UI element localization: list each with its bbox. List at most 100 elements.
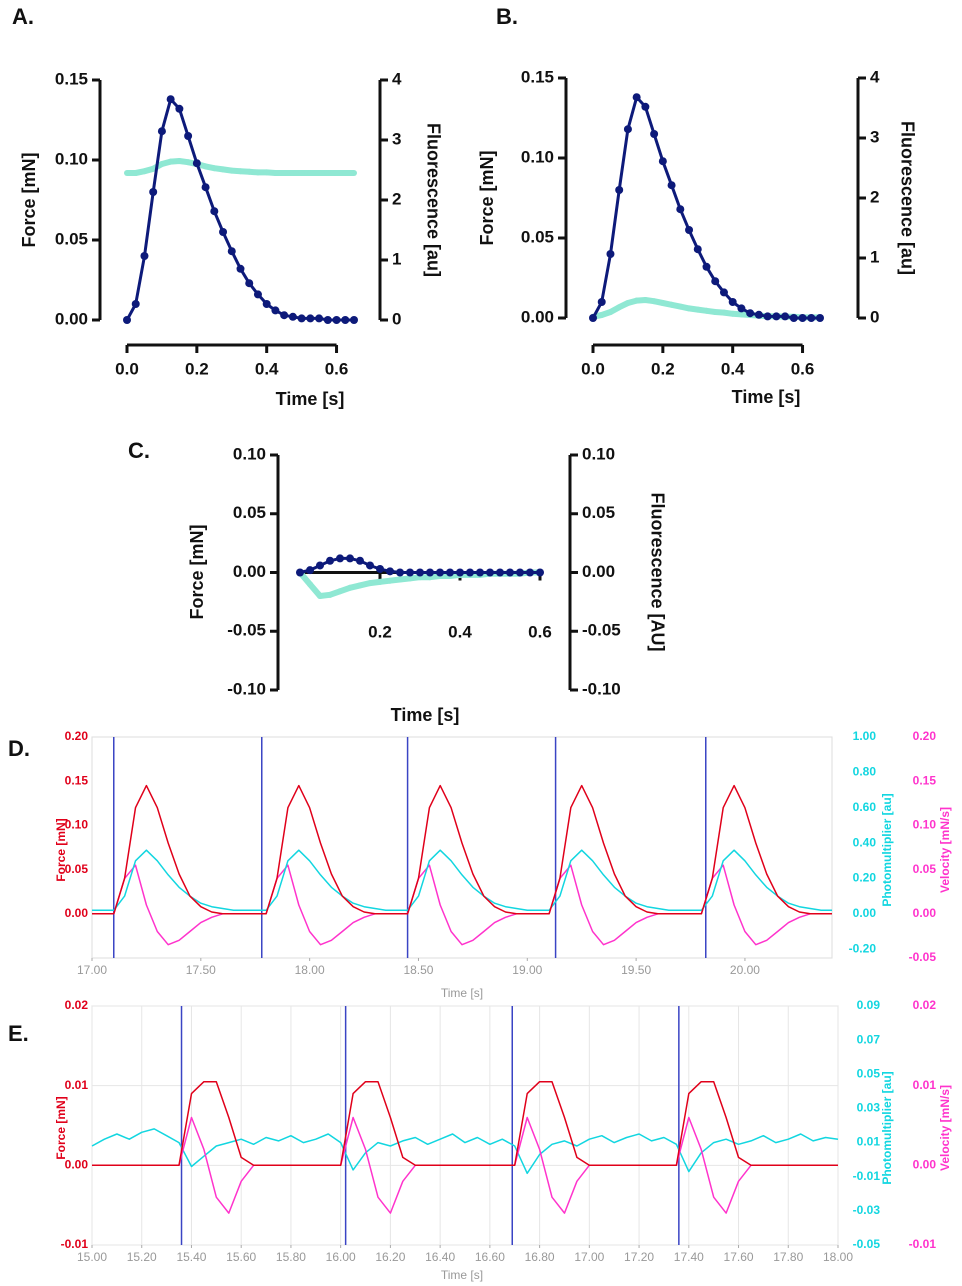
panel-letter: C.	[128, 438, 150, 463]
data-point	[342, 170, 349, 176]
y-tick-label: 0.10	[65, 818, 89, 832]
series-line	[92, 864, 832, 946]
data-point	[486, 568, 494, 577]
y-tick-label: 0.00	[233, 562, 266, 581]
y2-tick-label: 0.05	[582, 503, 615, 522]
panel-letter: A.	[12, 4, 34, 29]
data-point	[341, 316, 350, 324]
y3-axis-title: Velocity [mN/s]	[938, 807, 952, 893]
data-point	[798, 314, 807, 322]
data-point	[307, 581, 313, 588]
plot-frame	[91, 1005, 839, 1246]
panel-letter: D.	[8, 736, 30, 761]
series-line	[92, 849, 832, 912]
x-tick-label: 16.20	[375, 1250, 405, 1264]
data-point	[456, 568, 464, 577]
y-tick-label: 0.00	[521, 307, 554, 326]
data-point	[157, 127, 166, 136]
y2-tick-label: 0.09	[857, 998, 881, 1012]
data-point	[253, 290, 262, 299]
data-point	[720, 309, 727, 316]
x-tick-label: 19.50	[621, 963, 651, 977]
data-point	[633, 297, 640, 304]
y2-tick-label: 0.20	[853, 871, 877, 885]
data-point	[271, 306, 280, 315]
data-point	[737, 304, 746, 313]
y2-tick-label: 0.80	[853, 765, 877, 779]
data-point	[297, 314, 306, 323]
data-point	[316, 561, 324, 570]
x-tick-label: 0.4	[448, 622, 472, 641]
y-axis-title: Force [mN]	[19, 152, 39, 247]
data-point	[306, 566, 314, 575]
data-point	[496, 568, 504, 577]
data-point	[506, 568, 514, 577]
panel-letter: E.	[8, 1021, 29, 1046]
y-tick-label: 0.15	[65, 773, 89, 787]
data-point	[337, 588, 343, 595]
data-point	[526, 568, 534, 577]
y2-axis-title: Fluorescence [AU]	[647, 492, 667, 651]
data-point	[659, 300, 666, 306]
y-tick-label: 0.00	[65, 906, 89, 920]
data-point	[789, 314, 798, 322]
data-point	[623, 125, 632, 134]
data-point	[632, 93, 641, 102]
y-tick-label: 0.01	[65, 1078, 89, 1092]
y2-tick-label: 2	[392, 189, 401, 208]
data-point	[702, 262, 711, 271]
x-tick-label: 18.00	[295, 963, 325, 977]
data-point	[426, 568, 434, 577]
data-point	[676, 205, 685, 214]
y3-tick-label: 0.00	[913, 1158, 937, 1172]
data-point	[703, 307, 710, 314]
data-point	[589, 314, 597, 322]
data-point	[350, 316, 358, 324]
data-point	[317, 593, 323, 599]
data-point	[289, 170, 296, 176]
y2-tick-label: 0.40	[853, 835, 877, 849]
data-point	[367, 580, 373, 587]
y3-tick-label: 0.05	[913, 862, 937, 876]
data-point	[202, 163, 209, 170]
data-point	[228, 167, 235, 174]
data-point	[397, 576, 403, 583]
y-tick-label: 0.15	[521, 67, 554, 86]
plot-frame	[91, 736, 833, 959]
data-point	[754, 310, 763, 319]
x-tick-label: 15.60	[226, 1250, 256, 1264]
data-point	[536, 568, 544, 577]
x-tick-label: 0.6	[325, 359, 349, 378]
y-tick-label: 0.05	[55, 229, 88, 248]
data-point	[149, 188, 158, 196]
data-point	[246, 168, 253, 175]
data-point	[446, 568, 454, 577]
x-tick-label: 15.40	[176, 1250, 206, 1264]
data-point	[288, 312, 297, 321]
x-axis-title: Time [s]	[391, 705, 460, 725]
y2-tick-label: 0	[870, 307, 879, 326]
x-tick-label: 20.00	[730, 963, 760, 977]
data-point	[280, 311, 289, 320]
data-point	[396, 568, 404, 577]
data-point	[237, 168, 244, 175]
x-tick-label: 15.80	[276, 1250, 306, 1264]
data-point	[476, 568, 484, 577]
data-point	[650, 130, 659, 138]
y-tick-label: 0.00	[55, 309, 88, 328]
y3-tick-label: 0.00	[913, 906, 937, 920]
x-tick-label: 0.6	[528, 622, 552, 641]
y-axis-title: Force [mN]	[477, 150, 497, 245]
data-point	[150, 165, 157, 172]
data-point	[719, 288, 728, 297]
data-point	[175, 104, 184, 113]
x-axis-title: Time [s]	[732, 387, 801, 407]
data-point	[306, 314, 315, 323]
data-point	[356, 556, 364, 565]
x-tick-label: 16.60	[475, 1250, 505, 1264]
y2-tick-label: 3	[392, 129, 401, 148]
data-point	[131, 300, 140, 308]
y2-axis-title: Photomultiplier [au]	[880, 1071, 894, 1184]
data-point	[466, 568, 474, 577]
